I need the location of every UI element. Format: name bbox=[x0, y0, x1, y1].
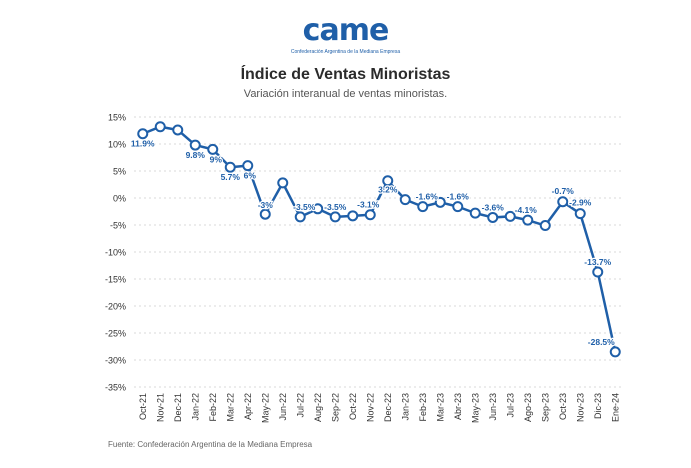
x-tick-label: Sep-23 bbox=[540, 393, 550, 422]
data-point bbox=[504, 210, 516, 222]
data-point bbox=[172, 124, 184, 136]
data-label: 6% bbox=[244, 171, 257, 181]
x-tick-label: Mar-22 bbox=[225, 393, 235, 422]
data-label: 3.2% bbox=[378, 185, 398, 195]
data-label: 9% bbox=[210, 154, 223, 164]
data-point bbox=[242, 160, 254, 172]
data-point bbox=[364, 209, 376, 221]
y-tick-label: -30% bbox=[105, 356, 126, 366]
data-label: 11.9% bbox=[131, 139, 155, 149]
data-point bbox=[592, 266, 604, 278]
x-tick-label: Jul-23 bbox=[505, 393, 515, 418]
data-point bbox=[207, 143, 219, 155]
data-point bbox=[417, 201, 429, 213]
y-tick-label: 15% bbox=[108, 113, 126, 123]
data-label: -0.7% bbox=[552, 186, 575, 196]
y-tick-label: -25% bbox=[105, 329, 126, 339]
x-tick-label: May-22 bbox=[260, 393, 270, 423]
data-point bbox=[259, 208, 271, 220]
series-line bbox=[142, 125, 617, 353]
data-point bbox=[277, 177, 289, 189]
chart-subtitle: Variación interanual de ventas minorista… bbox=[243, 88, 448, 100]
x-tick-label: Oct-23 bbox=[558, 393, 568, 420]
chart-title: Índice de Ventas Minoristas bbox=[240, 66, 451, 83]
data-label: -1.6% bbox=[447, 192, 470, 202]
x-tick-label: Abr-23 bbox=[453, 393, 463, 420]
y-tick-label: 5% bbox=[113, 167, 126, 177]
x-tick-label: Ene-24 bbox=[610, 393, 620, 422]
y-tick-label: -35% bbox=[105, 383, 126, 393]
logo-wordmark: came bbox=[302, 13, 390, 48]
data-point bbox=[522, 214, 534, 226]
x-tick-label: Feb-22 bbox=[208, 393, 218, 422]
x-tick-label: Dec-22 bbox=[383, 393, 393, 422]
data-label: -3% bbox=[258, 200, 274, 210]
data-point bbox=[487, 211, 499, 223]
data-point bbox=[137, 128, 149, 140]
x-tick-label: Jun-22 bbox=[278, 393, 288, 421]
data-point bbox=[312, 203, 324, 215]
y-tick-label: 0% bbox=[113, 194, 126, 204]
data-label: 5.7% bbox=[221, 172, 241, 182]
y-tick-label: -15% bbox=[105, 275, 126, 285]
x-tick-label: Sep-22 bbox=[330, 393, 340, 422]
data-point bbox=[329, 211, 341, 223]
x-tick-label: Nov-22 bbox=[365, 393, 375, 422]
x-tick-label: Ago-23 bbox=[523, 393, 533, 422]
x-tick-label: Nov-23 bbox=[575, 393, 585, 422]
x-tick-label: Dic-23 bbox=[593, 393, 603, 419]
x-tick-label: May-23 bbox=[470, 393, 480, 423]
data-point bbox=[452, 201, 464, 213]
y-tick-label: -20% bbox=[105, 302, 126, 312]
came-logo: came Confederación Argentina de la Media… bbox=[0, 13, 691, 56]
y-tick-label: 10% bbox=[108, 140, 126, 150]
data-point bbox=[557, 196, 569, 208]
data-point bbox=[574, 208, 586, 220]
x-tick-label: Nov-21 bbox=[155, 393, 165, 422]
y-tick-label: -5% bbox=[110, 221, 126, 231]
x-tick-label: Jan-22 bbox=[190, 393, 200, 421]
data-point bbox=[399, 194, 411, 206]
x-tick-label: Oct-21 bbox=[138, 393, 148, 420]
x-tick-label: Jan-23 bbox=[400, 393, 410, 421]
data-label: 9.8% bbox=[186, 150, 206, 160]
data-label: -4.1% bbox=[515, 205, 538, 215]
data-label: -3.5% bbox=[324, 202, 347, 212]
x-tick-label: Feb-23 bbox=[418, 393, 428, 422]
source-note: Fuente: Confederación Argentina de la Me… bbox=[108, 440, 313, 449]
data-label: -3.6% bbox=[482, 202, 505, 212]
data-point bbox=[539, 220, 551, 232]
x-tick-label: Aug-22 bbox=[313, 393, 323, 422]
data-label: -28.5% bbox=[588, 337, 615, 347]
data-label: -3.5% bbox=[293, 202, 316, 212]
y-tick-label: -10% bbox=[105, 248, 126, 258]
data-point bbox=[189, 139, 201, 151]
logo-subtext: Confederación Argentina de la Mediana Em… bbox=[290, 49, 401, 55]
data-label: -1.6% bbox=[416, 192, 439, 202]
data-point bbox=[469, 207, 481, 219]
data-point bbox=[609, 346, 621, 358]
data-point bbox=[224, 161, 236, 173]
x-tick-label: Jul-22 bbox=[295, 393, 305, 418]
data-point bbox=[154, 121, 166, 133]
x-tick-label: Dec-21 bbox=[173, 393, 183, 422]
x-tick-label: Mar-23 bbox=[435, 393, 445, 422]
x-tick-label: Apr-22 bbox=[243, 393, 253, 420]
x-tick-label: Oct-22 bbox=[348, 393, 358, 420]
data-label: -3.1% bbox=[357, 200, 380, 210]
data-point bbox=[347, 210, 359, 222]
x-tick-label: Jun-23 bbox=[488, 393, 498, 421]
data-point bbox=[382, 175, 394, 187]
data-point bbox=[434, 196, 446, 208]
data-label: -2.9% bbox=[569, 198, 592, 208]
data-label: -13.7% bbox=[584, 257, 611, 267]
data-point bbox=[294, 211, 306, 223]
